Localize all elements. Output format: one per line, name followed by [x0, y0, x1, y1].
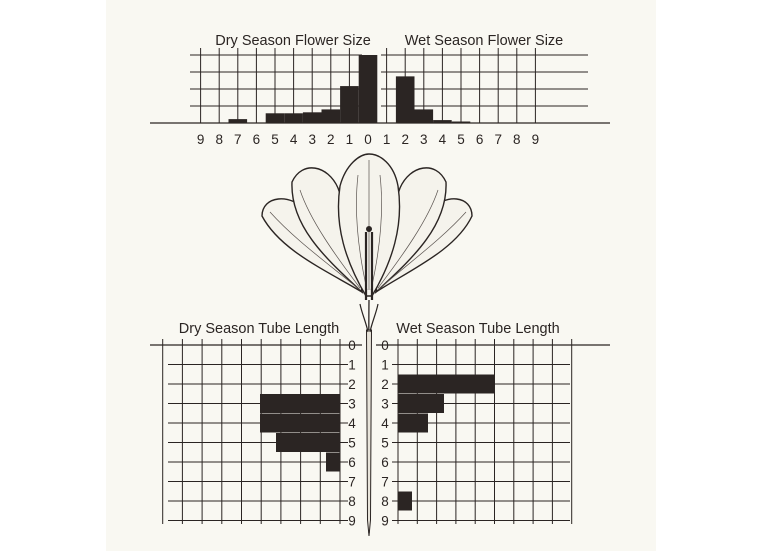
- dry-size-tick-label: 9: [197, 132, 205, 147]
- dry-size-tick-label: 1: [346, 132, 354, 147]
- dry-tube-tick-label: 7: [348, 475, 356, 490]
- dry-size-tick-label: 5: [271, 132, 279, 147]
- dry-size-tick-label: 4: [290, 132, 298, 147]
- dry-tube-tick-label: 3: [348, 397, 356, 412]
- dry-size-tick-label: 7: [234, 132, 242, 147]
- dry-tube-tick-label: 8: [348, 494, 356, 509]
- dry-tube-title: Dry Season Tube Length: [179, 321, 339, 337]
- wet-tube-tick-label: 6: [381, 455, 389, 470]
- wet-tube-tick-label: 8: [381, 494, 389, 509]
- wet-size-tick-label: 9: [532, 132, 540, 147]
- dry-tube-tick-label: 4: [348, 416, 356, 431]
- wet-size-tick-label: 6: [476, 132, 484, 147]
- dry-size-bar: [265, 113, 285, 123]
- dry-size-bar: [284, 113, 303, 123]
- wet-size-title: Wet Season Flower Size: [405, 33, 564, 49]
- wet-tube-tick-label: 7: [381, 475, 389, 490]
- dry-tube-tick-label: 2: [348, 377, 356, 392]
- dry-tube-tick-label: 9: [348, 514, 356, 529]
- wet-tube-tick-label: 4: [381, 416, 389, 431]
- wet-tube-tick-label: 2: [381, 377, 389, 392]
- dry-tube-tick-label: 5: [348, 436, 356, 451]
- dry-size-bar: [321, 109, 341, 123]
- dry-tube-bar: [260, 413, 340, 433]
- wet-tube-title: Wet Season Tube Length: [396, 321, 559, 337]
- wet-size-tick-label: 8: [513, 132, 521, 147]
- dry-size-tick-label: 3: [308, 132, 316, 147]
- wet-size-tick-label: 2: [401, 132, 409, 147]
- wet-tube-bar: [398, 491, 412, 511]
- dry-size-title: Dry Season Flower Size: [215, 33, 371, 49]
- dry-size-tick-label: 8: [215, 132, 223, 147]
- wet-size-tick-label: 5: [457, 132, 465, 147]
- wet-size-tick-label: 1: [383, 132, 391, 147]
- dry-tube-bar: [326, 452, 340, 472]
- wet-size-bar: [395, 76, 415, 123]
- dry-size-tick-label: 6: [253, 132, 261, 147]
- dry-tube-bar: [260, 394, 340, 413]
- wet-tube-bar: [398, 374, 494, 394]
- dry-size-bar: [302, 112, 322, 123]
- wet-size-tick-label: 3: [420, 132, 428, 147]
- wet-tube-tick-label: 3: [381, 397, 389, 412]
- wet-size-bar: [414, 109, 434, 123]
- dry-tube-bar: [276, 433, 340, 452]
- dry-size-tick-label: 2: [327, 132, 335, 147]
- wet-size-tick-label: 7: [494, 132, 502, 147]
- wet-size-bar: [451, 121, 471, 123]
- dry-size-tick-label: 0: [364, 132, 372, 147]
- dry-tube-tick-label: 0: [348, 338, 356, 353]
- wet-size-bar: [433, 120, 452, 123]
- wet-tube-tick-label: 1: [381, 358, 389, 373]
- wet-tube-bar: [398, 394, 444, 413]
- dry-tube-tick-label: 6: [348, 455, 356, 470]
- dry-size-bar: [340, 86, 359, 123]
- crocus-illustration: [261, 153, 473, 537]
- wet-tube-bar: [398, 413, 428, 433]
- dry-size-bar: [358, 55, 378, 123]
- dry-tube-tick-label: 1: [348, 358, 356, 373]
- wet-tube-tick-label: 9: [381, 514, 389, 529]
- dry-size-bar: [228, 119, 248, 123]
- wet-tube-tick-label: 0: [381, 338, 389, 353]
- wet-tube-tick-label: 5: [381, 436, 389, 451]
- wet-size-tick-label: 4: [439, 132, 447, 147]
